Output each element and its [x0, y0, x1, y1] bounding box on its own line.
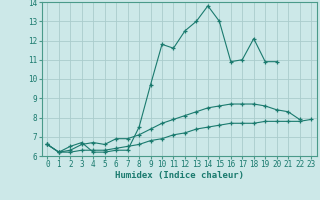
X-axis label: Humidex (Indice chaleur): Humidex (Indice chaleur): [115, 171, 244, 180]
